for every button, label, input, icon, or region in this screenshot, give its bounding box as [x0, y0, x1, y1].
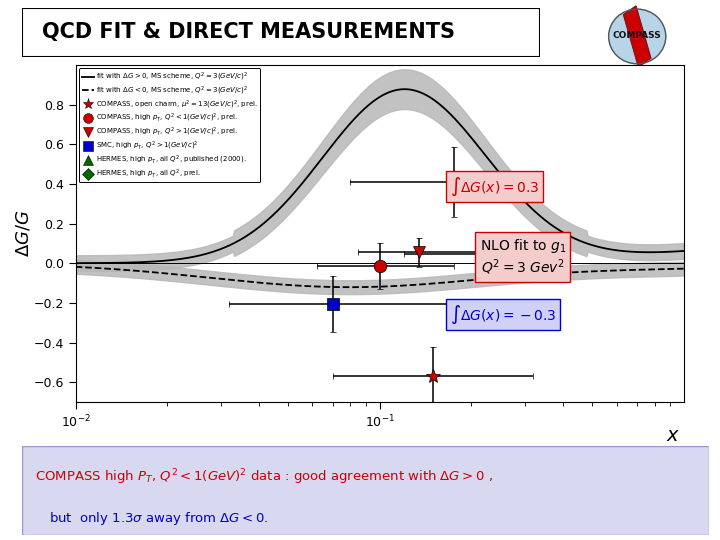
Polygon shape: [624, 6, 651, 67]
FancyBboxPatch shape: [22, 8, 540, 57]
FancyBboxPatch shape: [22, 446, 709, 535]
Text: COMPASS high $P_T$, $Q^2<1(GeV)^2$ data : good agreement with $\Delta G>0$ ,: COMPASS high $P_T$, $Q^2<1(GeV)^2$ data …: [35, 468, 493, 488]
Y-axis label: $\Delta G/G$: $\Delta G/G$: [14, 210, 32, 257]
Text: but  only 1.3$\sigma$ away from $\Delta G<0$.: but only 1.3$\sigma$ away from $\Delta G…: [49, 510, 269, 526]
Text: $\int\Delta G(x) = -0.3$: $\int\Delta G(x) = -0.3$: [450, 303, 557, 326]
Text: $\int\Delta G(x) = 0.3$: $\int\Delta G(x) = 0.3$: [450, 175, 539, 198]
Ellipse shape: [608, 9, 666, 64]
Text: $x$: $x$: [666, 426, 680, 445]
Legend: fit with $\Delta G>0$, MS scheme, $Q^2=3(GeV/c)^2$, fit with $\Delta G<0$, MS sc: fit with $\Delta G>0$, MS scheme, $Q^2=3…: [79, 68, 260, 183]
Text: COMPASS: COMPASS: [613, 31, 662, 40]
Text: NLO fit to $g_1$
$Q^2 = 3$ $Gev^2$: NLO fit to $g_1$ $Q^2 = 3$ $Gev^2$: [480, 237, 566, 278]
Text: QCD FIT & DIRECT MEASUREMENTS: QCD FIT & DIRECT MEASUREMENTS: [42, 22, 455, 43]
